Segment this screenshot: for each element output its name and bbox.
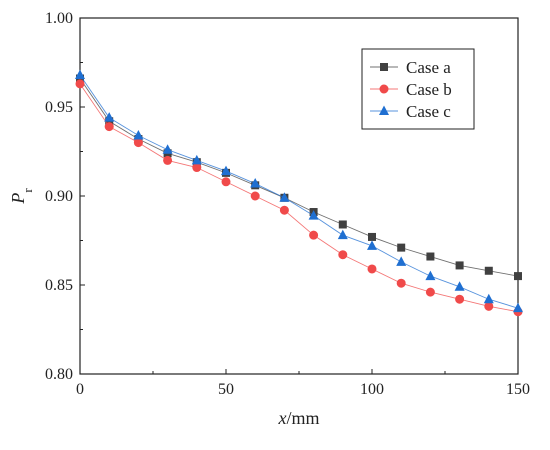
legend: Case a Case b Case c xyxy=(361,48,475,130)
x-tick-label: 50 xyxy=(218,381,234,398)
legend-label: Case c xyxy=(406,102,451,121)
data-point xyxy=(337,229,348,240)
data-point xyxy=(163,155,173,165)
legend-marker xyxy=(380,63,388,71)
y-axis-sub: r xyxy=(20,188,35,193)
data-point xyxy=(75,69,85,79)
data-point xyxy=(75,79,85,89)
series-line xyxy=(79,74,519,309)
y-tick-label: 0.90 xyxy=(45,188,73,205)
y-tick-label: 0.80 xyxy=(45,366,73,383)
data-point xyxy=(367,264,377,274)
data-point xyxy=(513,302,523,313)
data-point xyxy=(514,272,522,281)
data-point xyxy=(426,252,435,261)
data-point xyxy=(192,163,202,173)
data-point xyxy=(191,154,202,165)
series-line xyxy=(79,78,519,277)
axis-ticks: 0 50 100 150 0.80 0.85 0.90 0.95 1.00 xyxy=(45,10,530,398)
data-point xyxy=(368,232,376,241)
data-point xyxy=(133,129,144,140)
data-point xyxy=(250,178,261,188)
data-point xyxy=(484,266,493,275)
data-point xyxy=(454,281,465,291)
data-point xyxy=(396,278,406,288)
y-tick-label: 0.85 xyxy=(45,277,73,294)
series-layer xyxy=(75,69,523,317)
legend-label: Case b xyxy=(406,80,452,99)
data-point xyxy=(279,205,289,215)
legend-marker xyxy=(379,84,389,94)
x-tick-label: 150 xyxy=(506,381,530,398)
x-axis-unit: /mm xyxy=(286,408,319,428)
data-point xyxy=(279,192,290,202)
data-point xyxy=(221,165,231,176)
data-point xyxy=(455,261,464,270)
y-tick-label: 0.95 xyxy=(45,99,73,116)
data-point xyxy=(338,250,348,260)
legend-item: Case c xyxy=(370,102,451,121)
y-axis-title: Pr xyxy=(8,188,35,205)
data-point xyxy=(484,301,494,311)
data-point xyxy=(133,138,143,148)
data-point xyxy=(309,230,319,240)
data-point xyxy=(338,220,347,229)
legend-item: Case b xyxy=(370,80,452,99)
data-point xyxy=(425,287,435,297)
data-point xyxy=(250,191,260,201)
series-triangle xyxy=(75,69,523,313)
data-point xyxy=(397,243,406,252)
data-point xyxy=(104,122,114,132)
data-point xyxy=(221,177,231,187)
legend-marker xyxy=(379,105,389,115)
data-point xyxy=(425,270,436,281)
legend-label: Case a xyxy=(406,58,451,77)
x-axis-title: x/mm xyxy=(277,408,319,428)
x-tick-label: 100 xyxy=(360,381,384,398)
x-axis-var: x xyxy=(277,408,286,428)
y-tick-label: 1.00 xyxy=(45,10,73,27)
series-line xyxy=(79,83,519,313)
y-axis-var: P xyxy=(8,193,28,205)
data-point xyxy=(162,144,173,154)
series-circle xyxy=(75,79,523,317)
data-point xyxy=(104,112,115,122)
data-point xyxy=(483,293,494,304)
data-point xyxy=(396,256,407,266)
data-point xyxy=(308,210,319,220)
data-point xyxy=(455,294,465,304)
data-point xyxy=(367,240,377,250)
legend-item: Case a xyxy=(370,58,451,77)
x-tick-label: 0 xyxy=(76,381,84,398)
